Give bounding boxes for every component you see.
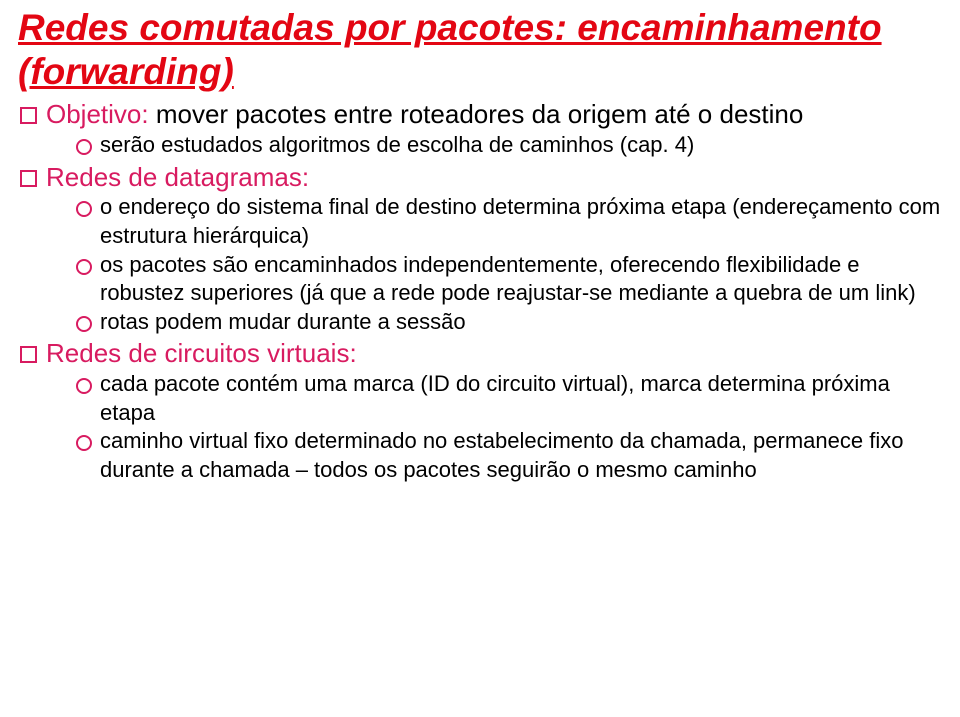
sub-item-1-0: o endereço do sistema final de destino d… (46, 193, 942, 250)
top-item-2: Redes de circuitos virtuais: cada pacote… (18, 338, 942, 484)
slide-title: Redes comutadas por pacotes: encaminhame… (18, 6, 942, 93)
sub-item-2-1: caminho virtual fixo determinado no esta… (46, 427, 942, 484)
sub-item-1-2: rotas podem mudar durante a sessão (46, 308, 942, 337)
top-item-1: Redes de datagramas: o endereço do siste… (18, 162, 942, 337)
sub-list-0: serão estudados algoritmos de escolha de… (46, 131, 942, 160)
sub-item-2-0: cada pacote contém uma marca (ID do circ… (46, 370, 942, 427)
slide: Redes comutadas por pacotes: encaminhame… (0, 0, 960, 484)
sub-list-1: o endereço do sistema final de destino d… (46, 193, 942, 336)
title-line-1: Redes comutadas por pacotes: encaminhame… (18, 7, 882, 48)
sub-item-1-1: os pacotes são encaminhados independente… (46, 251, 942, 308)
top-item-0: Objetivo: mover pacotes entre roteadores… (18, 99, 942, 159)
sub-list-2: cada pacote contém uma marca (ID do circ… (46, 370, 942, 484)
top-item-0-lead: Objetivo: (46, 99, 149, 129)
top-item-0-rest: mover pacotes entre roteadores da origem… (149, 99, 804, 129)
bullet-list: Objetivo: mover pacotes entre roteadores… (18, 99, 942, 484)
top-item-2-lead: Redes de circuitos virtuais: (46, 338, 357, 368)
top-item-1-lead: Redes de datagramas: (46, 162, 309, 192)
title-line-2: (forwarding) (18, 51, 234, 92)
sub-item-0-0: serão estudados algoritmos de escolha de… (46, 131, 942, 160)
